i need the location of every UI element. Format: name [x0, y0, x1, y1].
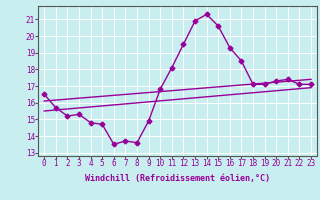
X-axis label: Windchill (Refroidissement éolien,°C): Windchill (Refroidissement éolien,°C)	[85, 174, 270, 183]
